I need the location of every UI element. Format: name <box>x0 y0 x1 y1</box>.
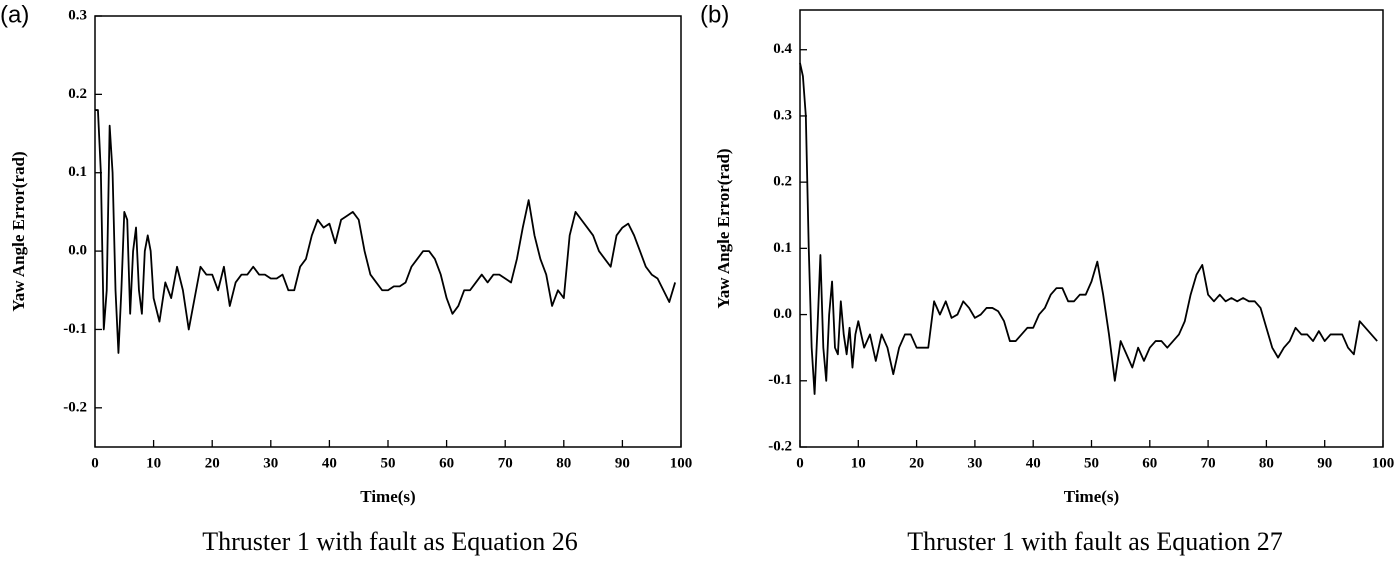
x-tick-label: 20 <box>205 455 220 471</box>
y-tick-label: 0.2 <box>68 86 87 102</box>
x-tick-label: 80 <box>1259 455 1274 471</box>
panel-label: (b) <box>700 1 729 28</box>
x-tick-label: 90 <box>615 455 630 471</box>
y-tick-label: -0.1 <box>63 321 87 337</box>
x-tick-label: 70 <box>1201 455 1216 471</box>
y-tick-label: 0.0 <box>68 243 87 259</box>
x-tick-label: 60 <box>439 455 454 471</box>
x-tick-label: 10 <box>851 455 866 471</box>
x-tick-label: 50 <box>1084 455 1099 471</box>
x-tick-label: 20 <box>909 455 924 471</box>
x-tick-label: 40 <box>1026 455 1041 471</box>
caption: Thruster 1 with fault as Equation 27 <box>907 527 1282 556</box>
x-tick-label: 30 <box>967 455 982 471</box>
plot-frame <box>94 15 682 448</box>
data-line <box>95 109 677 354</box>
x-tick-label: 70 <box>498 455 513 471</box>
y-tick-label: -0.2 <box>768 438 792 454</box>
x-tick-label: 90 <box>1317 455 1332 471</box>
x-tick-label: 0 <box>91 455 99 471</box>
x-axis-label: Time(s) <box>1064 487 1119 506</box>
x-axis-label: Time(s) <box>360 487 415 506</box>
y-tick-label: 0.1 <box>773 240 792 256</box>
y-tick-label: 0.3 <box>68 7 87 23</box>
y-tick-label: 0.2 <box>773 174 792 190</box>
y-tick-label: 0.0 <box>773 306 792 322</box>
data-line <box>799 62 1378 395</box>
x-tick-label: 100 <box>670 455 693 471</box>
x-tick-label: 40 <box>322 455 337 471</box>
caption: Thruster 1 with fault as Equation 26 <box>202 527 577 556</box>
y-tick-label: 0.1 <box>68 164 87 180</box>
y-tick-label: -0.2 <box>63 399 87 415</box>
x-tick-label: 50 <box>381 455 396 471</box>
y-tick-label: 0.4 <box>773 41 792 57</box>
y-tick-label: 0.3 <box>773 107 792 123</box>
x-tick-label: 30 <box>263 455 278 471</box>
x-tick-label: 60 <box>1142 455 1157 471</box>
x-tick-label: 10 <box>146 455 161 471</box>
y-axis-label: Yaw Angle Error(rad) <box>9 151 28 311</box>
plot-frame <box>799 9 1384 448</box>
y-tick-label: -0.1 <box>768 372 792 388</box>
y-axis-label: Yaw Angle Error(rad) <box>714 148 733 308</box>
x-tick-label: 100 <box>1372 455 1395 471</box>
panel-label: (a) <box>0 1 29 28</box>
x-tick-label: 0 <box>796 455 804 471</box>
x-tick-label: 80 <box>556 455 571 471</box>
